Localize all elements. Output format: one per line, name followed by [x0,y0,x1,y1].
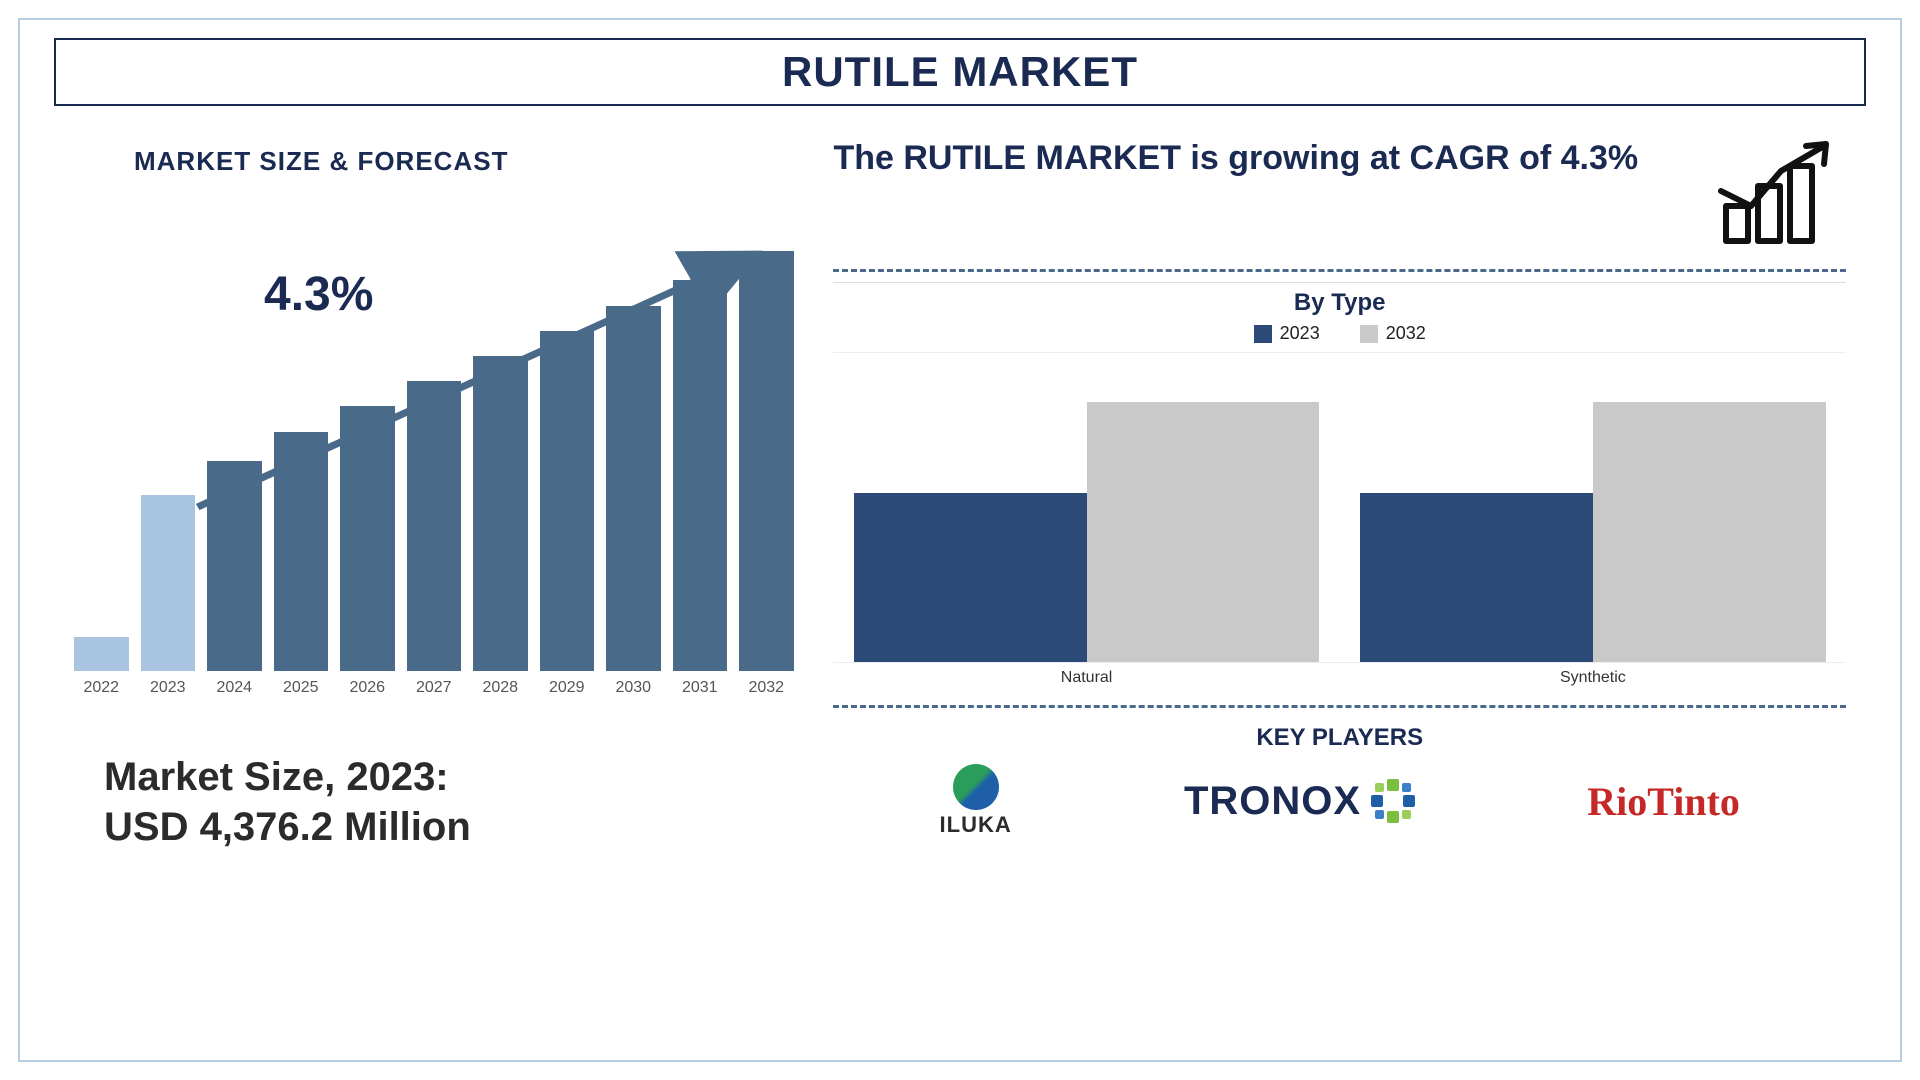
type-group [833,363,1339,662]
bar-rect [274,432,329,671]
bar-rect [673,280,728,671]
bar-year-label: 2025 [283,679,319,697]
legend-swatch [1360,325,1378,343]
iluka-label: ILUKA [940,812,1012,838]
bar-rect [407,381,462,671]
logo-tronox: TRONOX [1184,779,1415,824]
bar-rect [606,306,661,671]
forecast-bar: 2023 [141,495,196,697]
growth-text: The RUTILE MARKET is growing at CAGR of … [833,136,1676,182]
content-row: MARKET SIZE & FORECAST 4.3% 202220232024… [44,136,1876,1038]
tronox-label: TRONOX [1184,779,1361,824]
type-group [1340,363,1846,662]
bar-year-label: 2023 [150,679,186,697]
growth-chart-icon [1706,136,1846,251]
type-bar-2023 [854,493,1087,662]
bar-rect [739,251,794,671]
logo-riotinto: RioTinto [1587,778,1740,825]
market-size-line1: Market Size, 2023: [104,752,793,802]
forecast-bar: 2024 [207,461,262,697]
legend-item: 2032 [1360,323,1426,344]
by-type-chart [833,363,1846,663]
forecast-bar: 2026 [340,406,395,697]
forecast-bar: 2028 [473,356,528,697]
left-column: MARKET SIZE & FORECAST 4.3% 202220232024… [44,136,813,1038]
bar-rect [340,406,395,671]
forecast-bar: 2027 [407,381,462,697]
bar-rect [74,637,129,671]
forecast-bar: 2032 [739,251,794,697]
by-type-title: By Type [833,289,1846,317]
bar-year-label: 2027 [416,679,452,697]
market-size-line2: USD 4,376.2 Million [104,802,793,852]
type-bar-2032 [1593,402,1826,662]
bar-rect [473,356,528,671]
by-type-axis-labels: NaturalSynthetic [833,669,1846,687]
divider-dashed [833,269,1846,272]
forecast-heading: MARKET SIZE & FORECAST [134,146,793,177]
forecast-bar: 2022 [74,637,129,697]
bar-year-label: 2030 [615,679,651,697]
forecast-bar: 2025 [274,432,329,697]
type-category-label: Synthetic [1340,669,1846,687]
page-title: RUTILE MARKET [56,48,1864,96]
bar-year-label: 2029 [549,679,585,697]
tronox-mark-icon [1371,779,1415,823]
bar-year-label: 2031 [682,679,718,697]
type-category-label: Natural [833,669,1339,687]
type-bar-2023 [1360,493,1593,662]
bar-year-label: 2024 [216,679,252,697]
bar-rect [540,331,595,671]
right-column: The RUTILE MARKET is growing at CAGR of … [813,136,1876,1038]
title-box: RUTILE MARKET [54,38,1866,106]
forecast-bar: 2030 [606,306,661,697]
logo-iluka: ILUKA [940,764,1012,838]
bar-rect [141,495,196,671]
forecast-chart: 4.3% 20222023202420252026202720282029203… [74,207,793,727]
infographic-frame: RUTILE MARKET MARKET SIZE & FORECAST 4.3… [18,18,1902,1062]
market-size-text: Market Size, 2023: USD 4,376.2 Million [104,752,793,852]
by-type-legend: 2023 2032 [833,323,1846,353]
key-players-logos: ILUKA TRONOX RioTinto [833,764,1846,838]
bar-year-label: 2022 [83,679,119,697]
key-players-title: KEY PLAYERS [833,724,1846,752]
growth-row: The RUTILE MARKET is growing at CAGR of … [833,136,1846,251]
forecast-bar: 2029 [540,331,595,697]
bar-year-label: 2026 [349,679,385,697]
bar-year-label: 2032 [748,679,784,697]
iluka-mark-icon [953,764,999,810]
type-bar-2032 [1087,402,1320,662]
divider-dashed-2 [833,705,1846,708]
legend-swatch [1254,325,1272,343]
by-type-section: By Type 2023 2032 NaturalSynthetic [833,282,1846,687]
bar-rect [207,461,262,671]
legend-item: 2023 [1254,323,1320,344]
bar-year-label: 2028 [482,679,518,697]
forecast-bar: 2031 [673,280,728,697]
